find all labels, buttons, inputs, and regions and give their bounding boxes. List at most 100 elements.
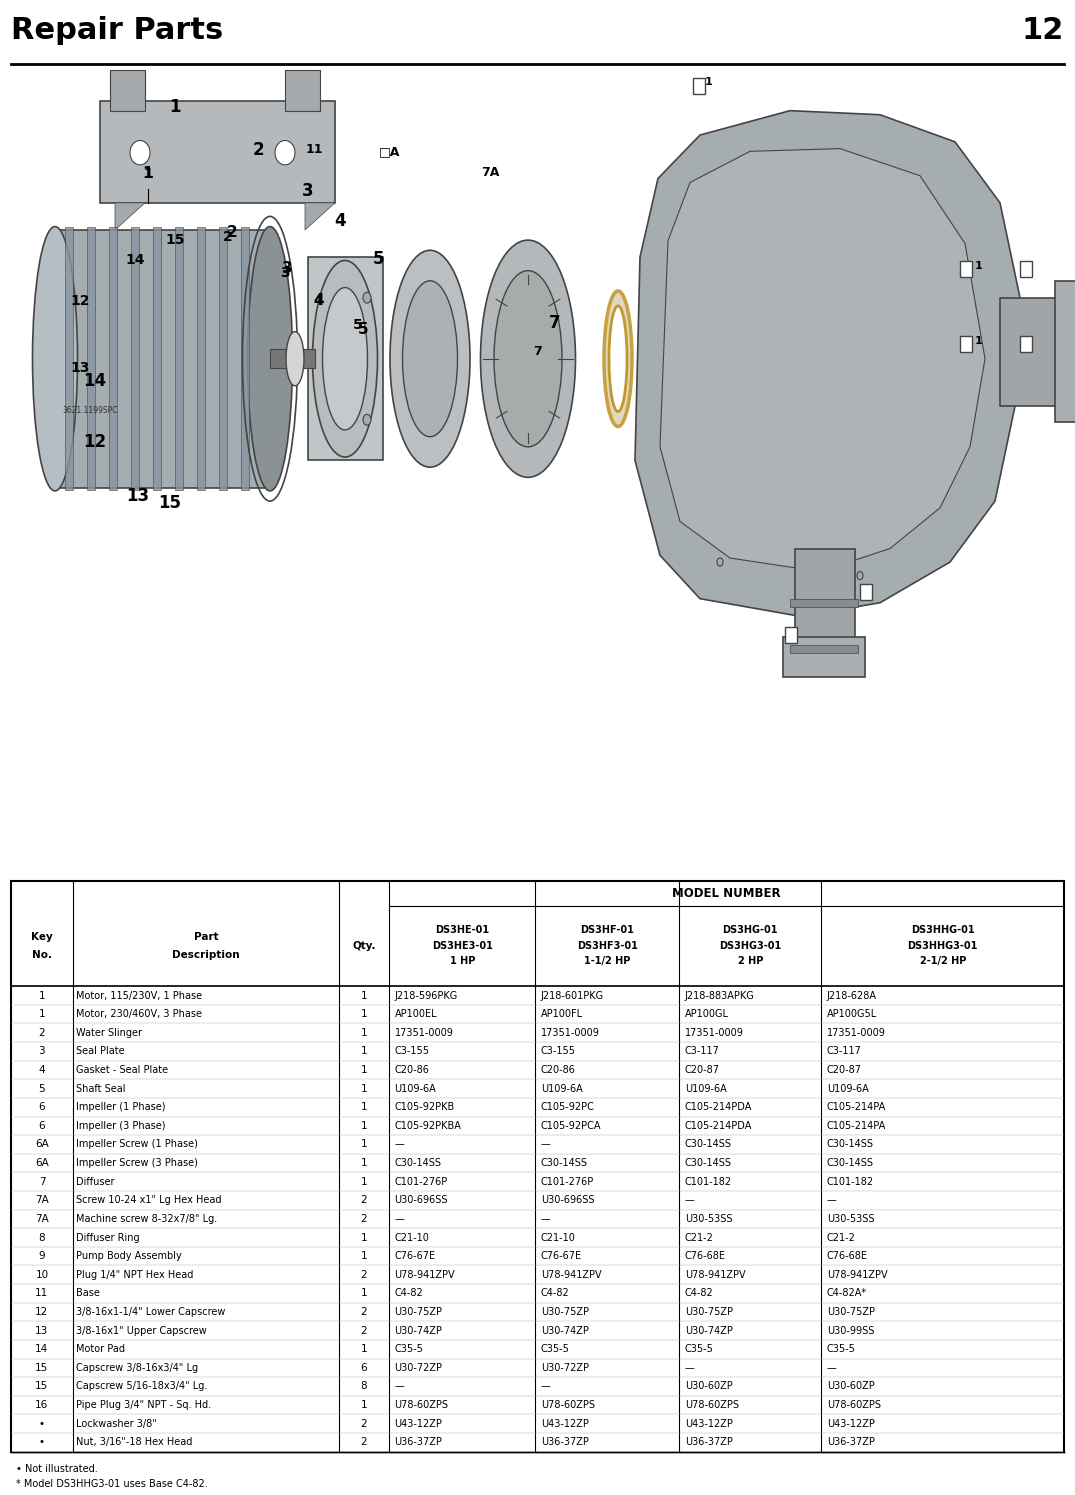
Text: 17351-0009: 17351-0009 [685,1027,744,1038]
Ellipse shape [32,227,77,490]
Text: C3-155: C3-155 [395,1046,430,1057]
Text: —: — [827,1196,836,1205]
Text: 12: 12 [84,434,106,451]
Text: 1: 1 [360,1399,368,1410]
Text: 3: 3 [281,266,290,281]
Polygon shape [635,111,1020,616]
Text: Impeller (1 Phase): Impeller (1 Phase) [76,1102,166,1112]
Text: 3/8-16x1-1/4" Lower Capscrew: 3/8-16x1-1/4" Lower Capscrew [76,1307,226,1317]
Text: C21-2: C21-2 [685,1232,714,1242]
Text: C3-117: C3-117 [685,1046,719,1057]
Text: 1: 1 [975,262,983,271]
Bar [796,549,855,643]
Text: 2: 2 [39,1027,45,1038]
Text: 1: 1 [360,1102,368,1112]
Text: 5: 5 [353,318,363,332]
Text: J218-883APKG: J218-883APKG [685,991,755,1000]
Text: 12: 12 [1022,16,1064,45]
Text: U30-75ZP: U30-75ZP [541,1307,589,1317]
Text: C30-14SS: C30-14SS [827,1159,874,1168]
Bar [785,628,797,643]
Text: U43-12ZP: U43-12ZP [541,1419,589,1429]
Text: Motor, 115/230V, 1 Phase: Motor, 115/230V, 1 Phase [76,991,202,1000]
Text: 2: 2 [224,230,233,244]
Text: AP100G5L: AP100G5L [827,1009,877,1020]
Text: 7: 7 [532,345,542,357]
Bar [55,230,270,487]
Text: U30-75ZP: U30-75ZP [685,1307,733,1317]
Text: 5: 5 [372,250,384,268]
Text: C3-155: C3-155 [541,1046,576,1057]
Text: —: — [395,1139,404,1150]
Text: DS3HG-01: DS3HG-01 [722,925,778,936]
Text: 12: 12 [70,293,89,308]
Text: 6: 6 [39,1121,45,1130]
Text: U30-99SS: U30-99SS [827,1326,874,1335]
Text: —: — [685,1363,694,1372]
Text: 2: 2 [360,1326,368,1335]
Ellipse shape [494,271,562,447]
Text: 1: 1 [360,1084,368,1094]
Text: U36-37ZP: U36-37ZP [685,1437,733,1447]
Text: U30-696SS: U30-696SS [541,1196,594,1205]
Text: 1: 1 [360,1159,368,1168]
Text: C3-117: C3-117 [827,1046,861,1057]
Text: 6: 6 [360,1363,368,1372]
Text: C30-14SS: C30-14SS [685,1159,732,1168]
Text: Machine screw 8-32x7/8" Lg.: Machine screw 8-32x7/8" Lg. [76,1214,217,1224]
Text: U30-74ZP: U30-74ZP [541,1326,589,1335]
Text: Plug 1/4" NPT Hex Head: Plug 1/4" NPT Hex Head [76,1269,194,1280]
Text: 1: 1 [360,991,368,1000]
Text: Diffuser Ring: Diffuser Ring [76,1232,140,1242]
Text: C105-214PA: C105-214PA [827,1121,886,1130]
Text: 7A: 7A [35,1196,48,1205]
Text: C35-5: C35-5 [541,1344,570,1354]
Bar [64,227,73,490]
Text: 1: 1 [360,1139,368,1150]
Text: DS3HE-01: DS3HE-01 [435,925,489,936]
Bar [1020,262,1032,278]
Bar [1000,298,1060,407]
Text: C105-214PDA: C105-214PDA [685,1102,752,1112]
Text: DS3HE3-01: DS3HE3-01 [432,940,492,951]
Text: 17351-0009: 17351-0009 [827,1027,886,1038]
Text: C101-182: C101-182 [685,1177,732,1187]
Text: 4: 4 [313,293,322,308]
Bar [960,262,972,278]
Bar [860,583,872,599]
Text: 2: 2 [360,1269,368,1280]
Text: Pump Body Assembly: Pump Body Assembly [76,1251,182,1262]
Text: 11: 11 [305,142,322,155]
Text: J218-601PKG: J218-601PKG [541,991,604,1000]
Text: U30-75ZP: U30-75ZP [827,1307,875,1317]
Text: 1: 1 [360,1251,368,1262]
Text: 2: 2 [360,1437,368,1447]
Text: 1: 1 [360,1121,368,1130]
Ellipse shape [717,558,723,567]
Text: DS3HF3-01: DS3HF3-01 [577,940,637,951]
Text: C30-14SS: C30-14SS [685,1139,732,1150]
Text: Gasket - Seal Plate: Gasket - Seal Plate [76,1064,169,1075]
Polygon shape [305,203,335,230]
Text: J218-628A: J218-628A [827,991,877,1000]
Text: 5: 5 [39,1084,45,1094]
Text: DS3HG3-01: DS3HG3-01 [719,940,782,951]
Text: C101-182: C101-182 [827,1177,874,1187]
Text: —: — [395,1214,404,1224]
Text: Screw 10-24 x1" Lg Hex Head: Screw 10-24 x1" Lg Hex Head [76,1196,221,1205]
Text: U30-74ZP: U30-74ZP [685,1326,733,1335]
Text: 9: 9 [39,1251,45,1262]
Bar [153,227,161,490]
Text: 1: 1 [360,1177,368,1187]
Text: 5: 5 [358,323,369,338]
Text: 16: 16 [35,1399,48,1410]
Text: U78-941ZPV: U78-941ZPV [541,1269,601,1280]
Text: 8: 8 [360,1381,368,1392]
Text: 1: 1 [360,1064,368,1075]
Text: 1: 1 [360,1232,368,1242]
Text: Impeller Screw (3 Phase): Impeller Screw (3 Phase) [76,1159,198,1168]
Text: • Not illustrated.: • Not illustrated. [16,1464,98,1474]
Bar [309,257,383,460]
Ellipse shape [481,241,575,477]
Text: DS3HF-01: DS3HF-01 [580,925,634,936]
